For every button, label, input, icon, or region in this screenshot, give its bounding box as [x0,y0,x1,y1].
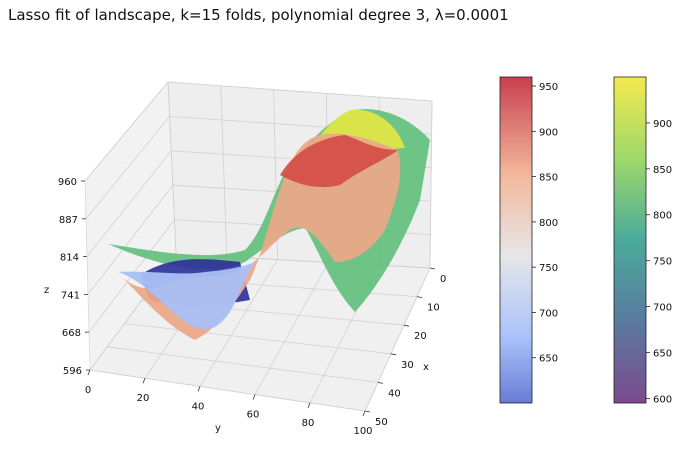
z-tick-label: 668 [62,328,81,339]
y-axis-ticks: 0 20 40 60 80 100 [85,369,373,437]
z-tick-label: 814 [60,253,79,264]
grid-line-x [89,369,366,412]
z-tick-label: 960 [58,177,77,188]
grid-line-y [254,262,329,395]
colorbar-viridis-bar [613,76,647,404]
x-tick-label: 50 [375,417,388,428]
y-tick-mark [87,369,91,376]
x-tick-mark [364,410,371,413]
colorbar-tick-label: 950 [539,82,558,93]
z-tick-label: 596 [63,366,82,377]
colorbar-tick-label: 900 [539,127,558,138]
x-tick-label: 20 [414,331,427,342]
y-tick-label: 60 [247,410,260,421]
y-tick-mark [252,394,256,400]
colorbar-coolwarm-bar [499,76,533,404]
grid-line-x [124,323,392,355]
x-tick-label: 30 [401,360,414,371]
x-tick-mark [390,353,397,356]
colorbar-tick-label: 900 [653,119,672,130]
x-tick-mark [403,324,410,327]
grid-line-z [87,184,174,295]
x-tick-mark [429,267,436,270]
colorbar-tick-label: 700 [539,308,558,319]
colorbar-tick-label: 600 [653,394,672,405]
surface-red-ridge [280,135,398,188]
y-tick-label: 20 [137,393,150,404]
z-tick-label: 887 [59,215,78,226]
grid-line-z [85,116,170,220]
grid-line-z [86,150,172,257]
grid-line-z [167,81,433,102]
grid-line-y [364,267,431,412]
y-tick-label: 100 [353,426,372,437]
colorbar-tick-label: 850 [539,173,558,184]
colorbar-tick-label: 800 [653,211,672,222]
x-tick-label: 0 [440,274,446,285]
grid-line-y [429,100,433,269]
y-tick-label: 40 [192,401,205,412]
chart-title: Lasso fit of landscape, k=15 folds, poly… [8,6,509,24]
grid-line-y [167,81,177,255]
y-axis-label: y [215,423,221,434]
surface-blue-edge [118,262,255,330]
grid-line-y [220,85,228,257]
y-tick-label: 0 [85,385,91,396]
grid-line-x [107,346,379,383]
z-axis-label: z [44,285,49,296]
grid-line-y [199,259,278,387]
colorbar-tick-label: 650 [653,348,672,359]
y-tick-mark [197,386,201,392]
x-axis-label: x [423,362,429,373]
grid-line-z [84,81,169,182]
z-axis-ticks: 596 668 741 814 887 960 [58,177,90,377]
y-tick-mark [142,378,146,384]
y-tick-mark [307,402,311,408]
colorbar-tick-label: 750 [539,263,558,274]
x-tick-label: 10 [427,303,440,314]
x-tick-mark [377,382,384,384]
colorbar-tick-label: 800 [539,218,558,229]
colorbar-viridis: 600 650 700 750 800 850 900 [613,76,672,405]
x-axis-ticks: 0 10 20 30 40 50 [364,267,446,428]
colorbar-coolwarm: 650 700 750 800 850 900 950 [499,76,558,404]
x-tick-mark [416,296,423,298]
x-tick-label: 40 [388,388,401,399]
y-tick-label: 80 [302,418,315,429]
z-tick-label: 741 [61,290,80,301]
colorbar-tick-label: 750 [653,257,672,268]
y-tick-mark [362,410,366,417]
colorbar-tick-label: 650 [539,354,558,365]
colorbar-tick-label: 700 [653,303,672,314]
surface [108,109,430,340]
colorbar-tick-label: 850 [653,165,672,176]
